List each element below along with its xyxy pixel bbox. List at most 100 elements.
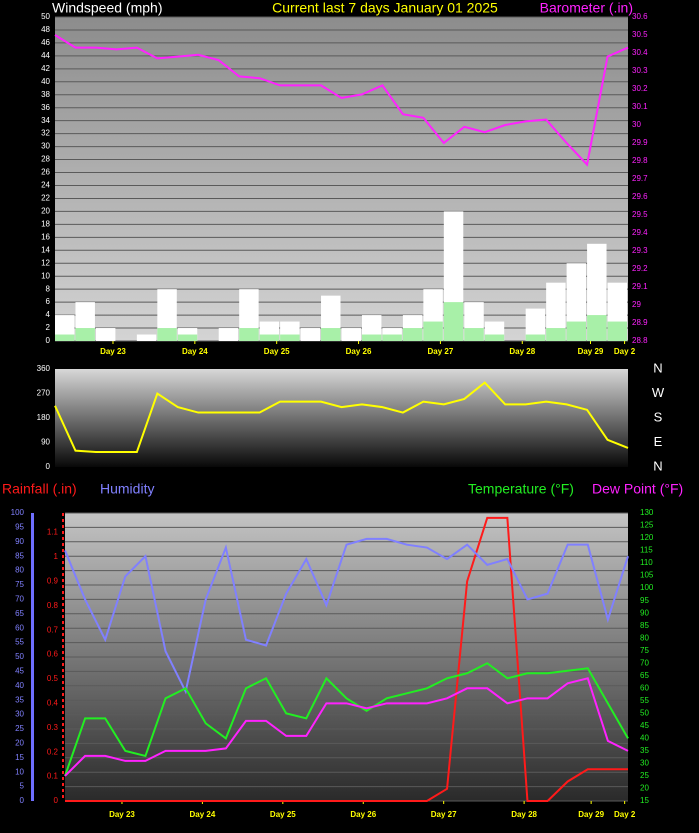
y3-tick-label: 90 xyxy=(640,608,649,617)
plot-area xyxy=(55,369,628,467)
wind-bar xyxy=(525,334,546,341)
y-tick-label: 28 xyxy=(41,155,50,164)
y-tick-label: 360 xyxy=(37,364,51,373)
series-line xyxy=(64,662,629,777)
y3-tick-label: 85 xyxy=(640,621,649,630)
y-tick-label: 38 xyxy=(41,90,50,99)
wind-bar xyxy=(546,328,566,341)
x-tick-label: Day 2 xyxy=(614,347,636,356)
wind-bar xyxy=(177,334,198,341)
series-line xyxy=(64,677,629,777)
wind-bar xyxy=(321,328,341,341)
y-tick-label: 40 xyxy=(41,77,50,86)
x-tick-label: Day 2 xyxy=(614,810,636,819)
wind-bar xyxy=(239,328,259,341)
wind-bar xyxy=(546,282,566,341)
y-tick-label: 70 xyxy=(15,595,24,604)
y2-tick-label: 29.6 xyxy=(632,192,648,201)
y-tick-label: 18 xyxy=(41,219,50,228)
y3-tick-label: 60 xyxy=(640,683,649,692)
y-tick-label: 50 xyxy=(41,12,50,21)
y2-tick-label: 30.6 xyxy=(632,12,648,21)
y2-tick-label: 0.8 xyxy=(47,601,59,610)
y-tick-label: 32 xyxy=(41,129,50,138)
series-line xyxy=(54,34,629,167)
y-tick-label: 44 xyxy=(41,51,50,60)
y-tick-label: 35 xyxy=(15,695,24,704)
y2-tick-label: 29.4 xyxy=(632,228,648,237)
y2-tick-label: 30.2 xyxy=(632,84,648,93)
x-tick-label: Day 24 xyxy=(182,347,208,356)
x-tick-label: Day 27 xyxy=(428,347,454,356)
y-tick-label: 180 xyxy=(37,413,51,422)
y-tick-label: 4 xyxy=(46,310,51,319)
y2-tick-label: 0 xyxy=(54,796,59,805)
y-tick-label: 30 xyxy=(15,710,24,719)
y-tick-label: 2 xyxy=(46,323,51,332)
plot-area xyxy=(55,17,628,341)
y2-tick-label: E xyxy=(654,434,663,449)
wind-bar xyxy=(423,321,443,341)
y-tick-label: 46 xyxy=(41,38,50,47)
y-tick-label: 0 xyxy=(20,796,25,805)
y-tick-label: 36 xyxy=(41,103,50,112)
y3-tick-label: 120 xyxy=(640,533,654,542)
y-tick-label: 6 xyxy=(46,297,51,306)
y-tick-label: 42 xyxy=(41,64,50,73)
wind-bar xyxy=(361,334,382,341)
y2-tick-label: 28.8 xyxy=(632,336,648,345)
y-tick-label: 55 xyxy=(15,638,24,647)
wind-bar xyxy=(566,321,587,341)
y2-tick-label: 28.9 xyxy=(632,318,648,327)
y-tick-label: 85 xyxy=(15,551,24,560)
y3-tick-label: 40 xyxy=(640,734,649,743)
y-tick-label: 5 xyxy=(20,782,25,791)
wind-bar xyxy=(484,334,505,341)
y3-tick-label: 70 xyxy=(640,658,649,667)
y3-tick-label: 45 xyxy=(640,721,649,730)
y-tick-label: 60 xyxy=(15,623,24,632)
y3-tick-label: 130 xyxy=(640,508,654,517)
y3-tick-label: 95 xyxy=(640,596,649,605)
y-tick-label: 48 xyxy=(41,25,50,34)
y-tick-label: 50 xyxy=(15,652,24,661)
y-tick-label: 25 xyxy=(15,724,24,733)
wind-bar xyxy=(341,328,361,341)
y-tick-label: 10 xyxy=(15,767,24,776)
x-tick-label: Day 27 xyxy=(431,810,457,819)
windspeed-label: Windspeed (mph) xyxy=(52,0,163,16)
y-tick-label: 65 xyxy=(15,609,24,618)
wind-bar xyxy=(443,302,464,341)
y-tick-label: 14 xyxy=(41,245,50,254)
y3-tick-label: 15 xyxy=(640,796,649,805)
y3-tick-label: 80 xyxy=(640,633,649,642)
y3-tick-label: 125 xyxy=(640,521,654,530)
y-tick-label: 40 xyxy=(15,681,24,690)
y2-tick-label: 0.2 xyxy=(47,747,59,756)
wind-bar xyxy=(607,321,627,341)
y-tick-label: 12 xyxy=(41,258,50,267)
y2-tick-label: 0.1 xyxy=(47,772,59,781)
wind-bar xyxy=(55,334,75,341)
y-tick-label: 95 xyxy=(15,523,24,532)
series-line xyxy=(65,516,628,802)
wind-bar xyxy=(259,334,280,341)
y-tick-label: 20 xyxy=(41,207,50,216)
chart-title: Current last 7 days January 01 2025 xyxy=(272,0,498,16)
y-tick-label: 45 xyxy=(15,667,24,676)
y-tick-label: 22 xyxy=(41,194,50,203)
y2-tick-label: 0.5 xyxy=(47,674,59,683)
y3-tick-label: 115 xyxy=(640,546,653,555)
rainfall-label: Rainfall (.in) xyxy=(2,481,77,497)
wind-bar xyxy=(464,328,484,341)
y2-tick-label: 29.8 xyxy=(632,156,648,165)
y-tick-label: 16 xyxy=(41,232,50,241)
y3-tick-label: 25 xyxy=(640,771,649,780)
y2-tick-label: 29.7 xyxy=(632,174,648,183)
x-tick-label: Day 28 xyxy=(511,810,537,819)
y2-tick-label: 29.1 xyxy=(632,282,648,291)
y2-tick-label: N xyxy=(653,360,662,375)
y2-tick-label: S xyxy=(654,409,663,424)
y-tick-label: 20 xyxy=(15,739,24,748)
y2-tick-label: 0.3 xyxy=(47,723,59,732)
